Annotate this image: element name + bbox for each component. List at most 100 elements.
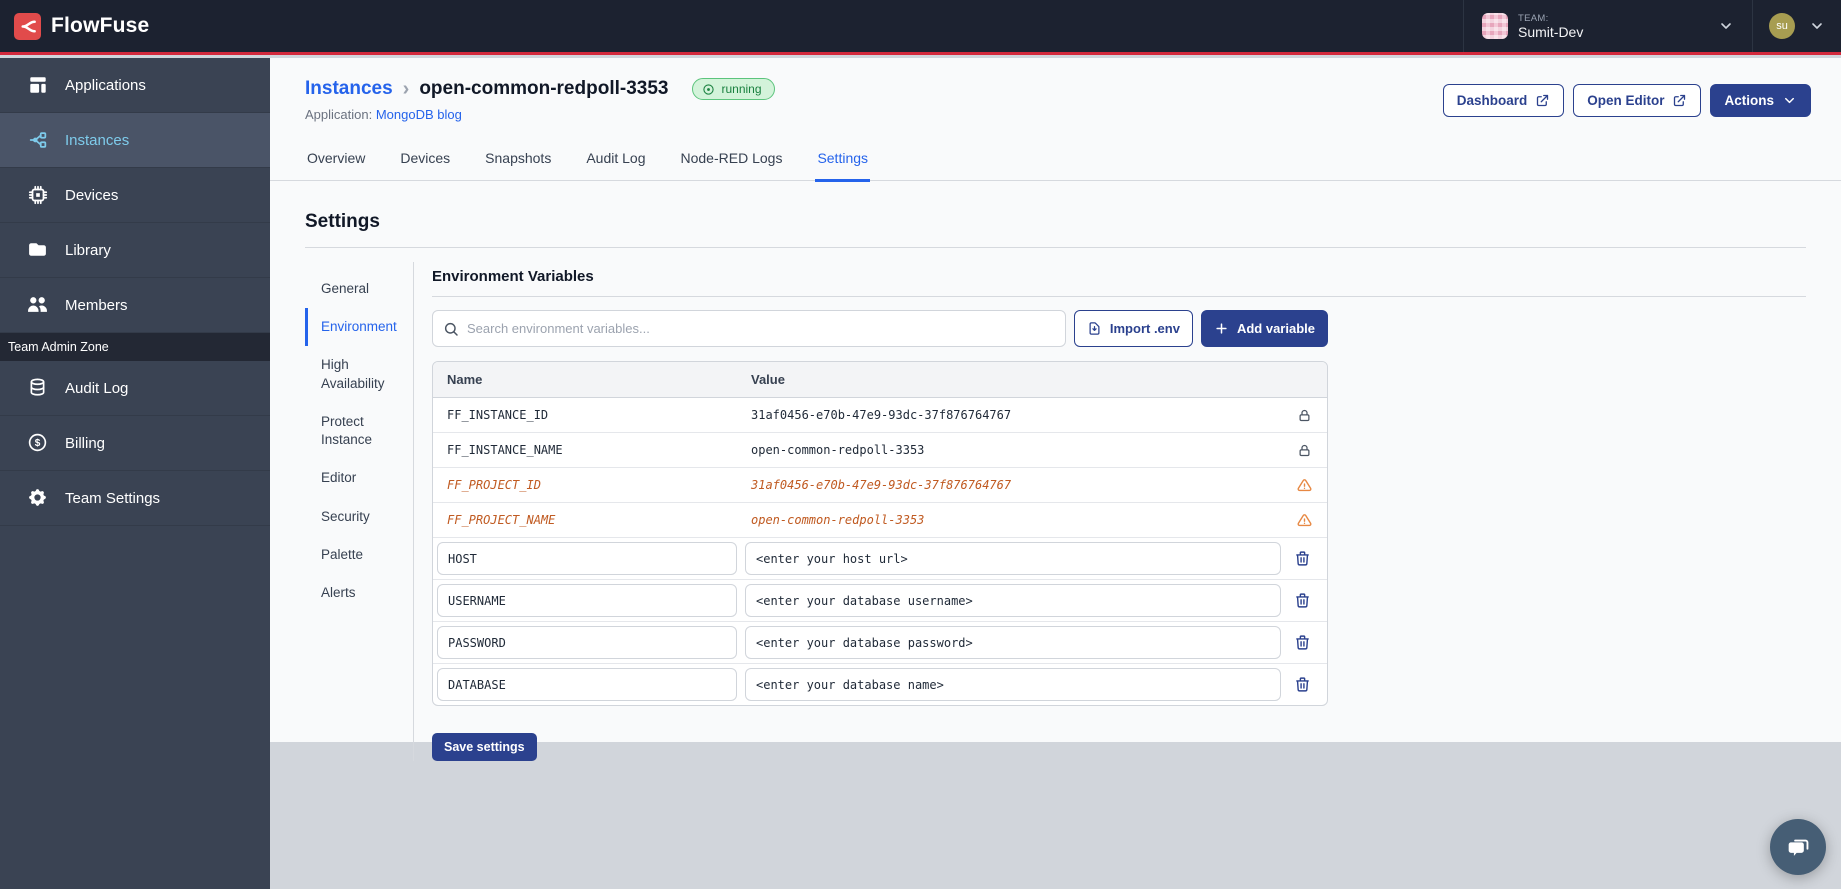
- subnav-general[interactable]: General: [321, 281, 370, 296]
- sidebar-item-team-settings[interactable]: Team Settings: [0, 471, 270, 526]
- table-row: [433, 664, 1327, 705]
- subnav-palette[interactable]: Palette: [321, 546, 364, 562]
- application-link[interactable]: MongoDB blog: [375, 107, 462, 122]
- chat-icon: [1788, 839, 1809, 856]
- devices-icon: [27, 184, 49, 206]
- subnav-protect-instance[interactable]: Protect Instance: [321, 413, 373, 448]
- sidebar-item-label: Billing: [65, 434, 106, 452]
- subnav-environment[interactable]: Environment: [305, 308, 413, 347]
- sidebar-item-applications[interactable]: Applications: [0, 58, 270, 113]
- env-var-value: open-common-redpoll-3353: [751, 443, 925, 457]
- tab-snapshots[interactable]: Snapshots: [485, 150, 552, 166]
- sidebar-item-label: Library: [65, 241, 111, 259]
- subnav-editor[interactable]: Editor: [321, 470, 357, 486]
- sidebar-item-label: Applications: [65, 76, 146, 94]
- table-row: FF_PROJECT_ID 31af0456-e70b-47e9-93dc-37…: [433, 468, 1327, 503]
- column-header-value: Value: [751, 372, 785, 387]
- breadcrumb-instances-link[interactable]: Instances: [305, 78, 393, 99]
- actions-button[interactable]: Actions: [1710, 84, 1811, 117]
- add-variable-button[interactable]: Add variable: [1200, 310, 1328, 347]
- env-var-name: FF_INSTANCE_NAME: [447, 443, 563, 457]
- audit-log-icon: [27, 377, 49, 399]
- env-var-name: FF_PROJECT_NAME: [447, 513, 556, 527]
- trash-icon[interactable]: [1294, 634, 1311, 651]
- sidebar-item-billing[interactable]: $ Billing: [0, 416, 270, 471]
- subnav-alerts[interactable]: Alerts: [321, 584, 356, 600]
- env-var-value-input[interactable]: [745, 584, 1281, 617]
- sidebar-item-label: Devices: [65, 186, 119, 204]
- team-admin-zone-label: Team Admin Zone: [0, 333, 270, 361]
- subnav-security[interactable]: Security: [321, 508, 370, 524]
- table-row: FF_INSTANCE_ID 31af0456-e70b-47e9-93dc-3…: [433, 398, 1327, 433]
- sidebar-item-library[interactable]: Library: [0, 223, 270, 278]
- env-var-value: 31af0456-e70b-47e9-93dc-37f876764767: [751, 408, 1012, 422]
- chat-launcher-button[interactable]: [1770, 819, 1826, 875]
- team-selector[interactable]: TEAM: Sumit-Dev: [1463, 0, 1753, 52]
- sidebar: Applications Instances Devices Library M…: [0, 58, 270, 889]
- tab-overview[interactable]: Overview: [307, 150, 366, 166]
- breadcrumb-separator: ›: [402, 78, 410, 100]
- instances-icon: [27, 129, 49, 151]
- external-link-icon: [1537, 94, 1549, 107]
- application-line: Application: MongoDB blog: [305, 107, 462, 122]
- subnav-high-availability[interactable]: High Availability: [321, 357, 385, 391]
- sidebar-item-instances[interactable]: Instances: [0, 113, 270, 168]
- table-row: [433, 622, 1327, 664]
- warning-icon: [1296, 478, 1312, 491]
- env-var-value: 31af0456-e70b-47e9-93dc-37f876764767: [751, 478, 1012, 492]
- env-var-name-input[interactable]: [437, 668, 737, 701]
- team-name: Sumit-Dev: [1518, 23, 1584, 40]
- sidebar-item-members[interactable]: Members: [0, 278, 270, 333]
- table-row: [433, 580, 1327, 622]
- table-row: [433, 538, 1327, 580]
- status-badge: running: [692, 78, 775, 100]
- tab-settings[interactable]: Settings: [815, 142, 871, 182]
- save-settings-button[interactable]: Save settings: [432, 733, 537, 761]
- sidebar-item-audit-log[interactable]: Audit Log: [0, 361, 270, 416]
- env-var-name-input[interactable]: [437, 542, 737, 575]
- settings-heading: Settings: [305, 211, 380, 232]
- open-editor-button[interactable]: Open Editor: [1573, 84, 1702, 117]
- env-var-name-input[interactable]: [437, 626, 737, 659]
- env-var-name-input[interactable]: [437, 584, 737, 617]
- user-avatar: su: [1769, 13, 1795, 39]
- user-menu[interactable]: su: [1753, 0, 1841, 52]
- team-avatar: [1482, 13, 1508, 39]
- tab-node-red-logs[interactable]: Node-RED Logs: [680, 150, 783, 166]
- brand[interactable]: FlowFuse: [0, 12, 150, 40]
- tab-audit-log[interactable]: Audit Log: [586, 150, 646, 166]
- trash-icon[interactable]: [1294, 550, 1311, 567]
- running-status-icon: [703, 83, 715, 95]
- top-bar: FlowFuse TEAM: Sumit-Dev su: [0, 0, 1841, 55]
- env-var-value-input[interactable]: [745, 626, 1281, 659]
- settings-subnav: General Environment High Availability Pr…: [305, 262, 413, 761]
- tab-devices[interactable]: Devices: [400, 150, 451, 166]
- search-input[interactable]: [467, 321, 1055, 336]
- sidebar-item-devices[interactable]: Devices: [0, 168, 270, 223]
- section-title: Environment Variables: [432, 268, 1806, 297]
- brand-name: FlowFuse: [51, 14, 150, 37]
- trash-icon[interactable]: [1294, 592, 1311, 609]
- external-link-icon: [1674, 94, 1686, 107]
- applications-icon: [27, 74, 49, 96]
- chevron-down-icon: [1785, 97, 1794, 104]
- dashboard-button[interactable]: Dashboard: [1442, 84, 1565, 117]
- env-var-value-input[interactable]: [745, 542, 1281, 575]
- chevron-down-icon: [1809, 18, 1825, 34]
- sidebar-item-label: Members: [65, 296, 128, 314]
- team-settings-icon: [27, 487, 49, 509]
- members-icon: [27, 294, 49, 316]
- env-var-name: FF_PROJECT_ID: [447, 478, 541, 492]
- svg-text:$: $: [35, 438, 41, 449]
- trash-icon[interactable]: [1294, 676, 1311, 693]
- main-content: Instances › open-common-redpoll-3353 run…: [270, 58, 1841, 761]
- library-icon: [27, 239, 49, 261]
- import-env-button[interactable]: Import .env: [1073, 310, 1193, 347]
- import-file-icon: [1089, 322, 1100, 335]
- env-var-value-input[interactable]: [745, 668, 1281, 701]
- team-label: TEAM:: [1518, 12, 1549, 24]
- instance-tabs: Overview Devices Snapshots Audit Log Nod…: [270, 142, 1841, 182]
- env-var-value: open-common-redpoll-3353: [751, 513, 925, 527]
- search-icon: [444, 322, 458, 336]
- table-row: FF_PROJECT_NAME open-common-redpoll-3353: [433, 503, 1327, 538]
